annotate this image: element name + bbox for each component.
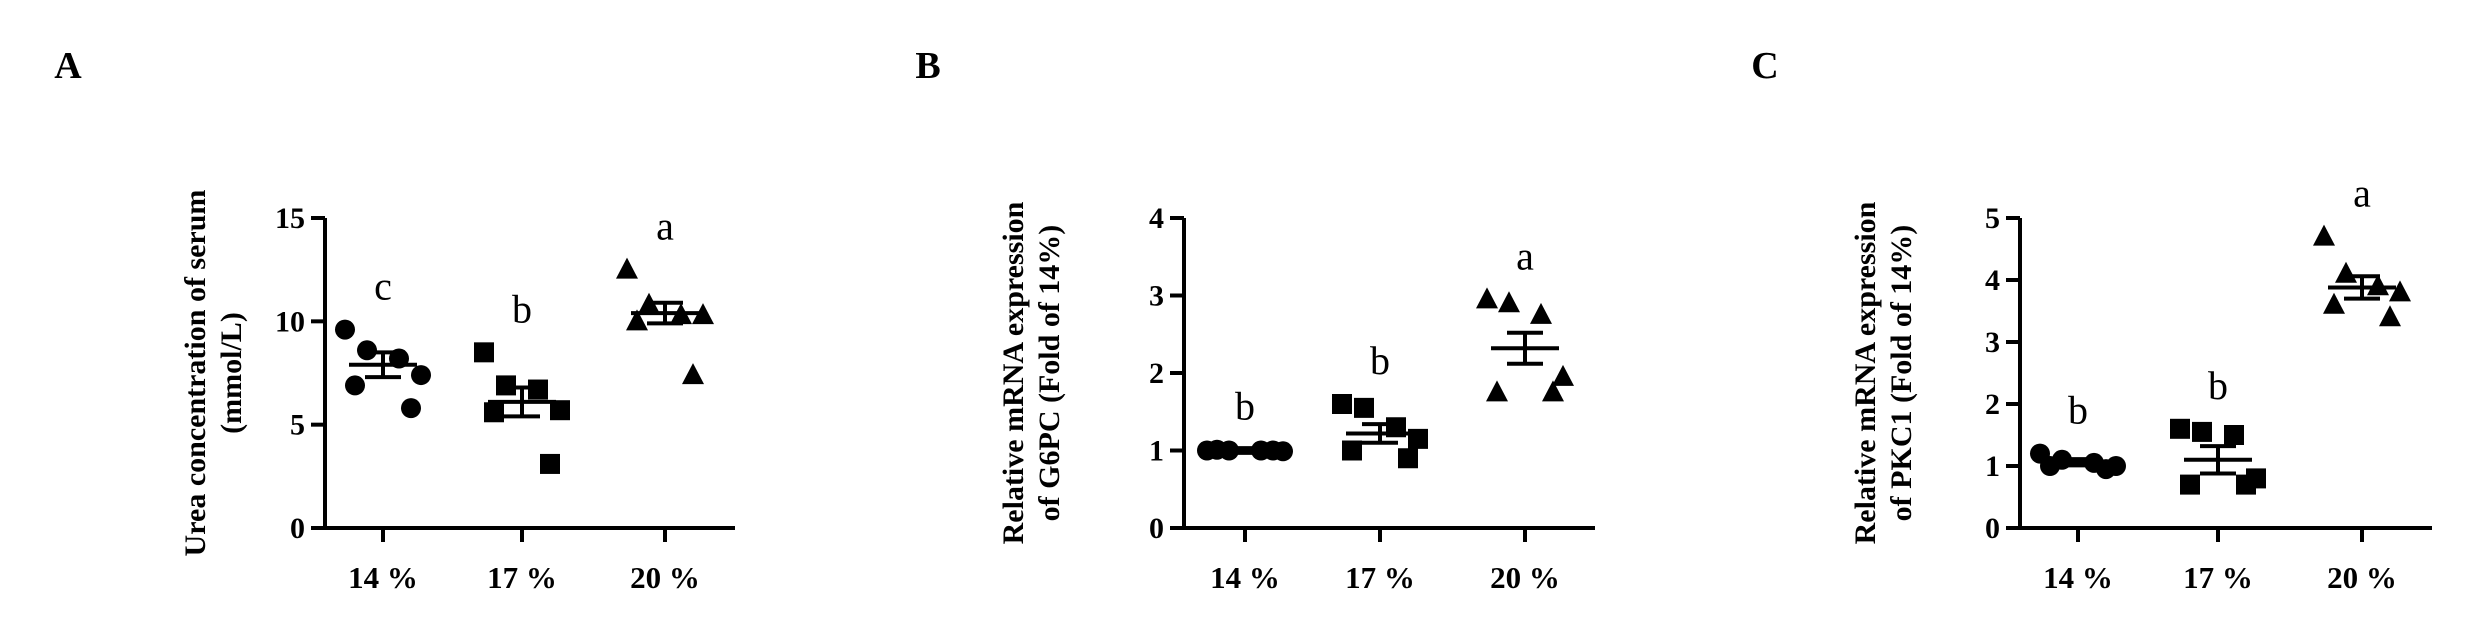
- data-point: [1332, 394, 1352, 414]
- data-point: [1530, 302, 1552, 324]
- data-point: [2040, 456, 2060, 476]
- panel-label: A: [54, 45, 82, 87]
- x-tick-label: 20 %: [2327, 560, 2397, 595]
- group-2: a: [2313, 171, 2411, 327]
- data-point: [626, 309, 648, 331]
- significance-letter: b: [1370, 338, 1390, 383]
- data-point: [474, 342, 494, 363]
- data-point: [2379, 305, 2401, 327]
- y-axis-title-line: Urea concentration of serum: [179, 190, 212, 557]
- y-axis-title-line: Relative mRNA expression: [997, 201, 1030, 544]
- data-point: [1476, 287, 1498, 309]
- significance-letter: a: [1516, 233, 1534, 278]
- group-1: b: [2170, 363, 2266, 495]
- data-point: [496, 375, 516, 396]
- group-0: b: [2030, 388, 2126, 480]
- y-tick-label: 10: [275, 305, 305, 338]
- data-point: [692, 303, 714, 325]
- data-point: [401, 398, 421, 419]
- y-tick-label: 3: [1985, 326, 2000, 359]
- data-point: [2236, 474, 2256, 495]
- significance-letter: b: [1235, 384, 1255, 429]
- panel-label: C: [1751, 45, 1778, 87]
- data-point: [2323, 292, 2345, 314]
- significance-letter: b: [512, 286, 532, 331]
- y-tick-label: 0: [290, 512, 305, 545]
- data-point: [484, 402, 504, 423]
- data-point: [2170, 418, 2190, 439]
- y-tick-label: 4: [1149, 202, 1164, 235]
- y-tick-label: 1: [1985, 450, 2000, 483]
- x-tick-label: 14 %: [2043, 560, 2113, 595]
- data-point: [550, 400, 570, 421]
- data-point: [1542, 380, 1564, 402]
- x-tick-label: 17 %: [1345, 560, 1415, 595]
- data-point: [1354, 397, 1374, 418]
- y-tick-label: 0: [1985, 512, 2000, 545]
- data-point: [2192, 421, 2212, 442]
- x-tick-label: 14 %: [1210, 560, 1280, 595]
- y-tick-label: 3: [1149, 280, 1164, 313]
- data-point: [2389, 280, 2411, 302]
- data-point: [682, 363, 704, 385]
- significance-letter: a: [2353, 171, 2371, 216]
- group-2: a: [1476, 233, 1574, 402]
- panel-c: C Relative mRNA expression of PKC1 (Fold o…: [1751, 45, 2432, 595]
- group-0: b: [1197, 384, 1293, 462]
- x-tick-label: 20 %: [1490, 560, 1560, 595]
- data-point: [357, 340, 377, 361]
- panel-b: B Relative mRNA expression of G6PC (Fold o…: [915, 45, 1595, 595]
- x-tick-label: 20 %: [630, 560, 700, 595]
- group-1: b: [474, 286, 570, 474]
- y-tick-label: 0: [1149, 512, 1164, 545]
- y-tick-label: 2: [1149, 357, 1164, 390]
- y-tick-label: 4: [1985, 264, 2000, 297]
- x-tick-label: 17 %: [2183, 560, 2253, 595]
- y-axis-title-line: (mmol/L): [215, 312, 248, 434]
- y-tick-label: 15: [275, 202, 305, 235]
- y-axis-title-line: Relative mRNA expression: [1849, 201, 1882, 544]
- significance-letter: b: [2068, 388, 2088, 433]
- y-tick-label: 1: [1149, 435, 1164, 468]
- significance-letter: c: [374, 264, 392, 309]
- data-point: [1552, 364, 1574, 386]
- group-2: a: [616, 204, 714, 385]
- group-1: b: [1332, 338, 1428, 469]
- data-point: [2335, 261, 2357, 283]
- y-tick-label: 2: [1985, 388, 2000, 421]
- data-point: [2180, 474, 2200, 495]
- data-point: [1486, 380, 1508, 402]
- data-point: [345, 375, 365, 396]
- data-point: [1342, 440, 1362, 461]
- panel-a: A Urea concentration of serum (mmol/L) 0 5 10…: [54, 45, 735, 595]
- data-point: [2367, 274, 2389, 296]
- panel-label: B: [915, 45, 940, 87]
- group-0: c: [335, 264, 431, 419]
- x-tick-label: 14 %: [348, 560, 418, 595]
- y-tick-label: 5: [1985, 202, 2000, 235]
- y-axis-title-line: of PKC1 (Fold of 14%): [1885, 225, 1918, 522]
- data-point: [335, 319, 355, 340]
- significance-letter: a: [656, 204, 674, 249]
- significance-letter: b: [2208, 363, 2228, 408]
- data-point: [2224, 425, 2244, 445]
- data-point: [411, 365, 431, 386]
- data-point: [2313, 224, 2335, 246]
- data-point: [540, 453, 560, 474]
- data-point: [528, 379, 548, 400]
- x-tick-label: 17 %: [487, 560, 557, 595]
- y-axis-title-line: of G6PC (Fold of 14%): [1033, 225, 1066, 522]
- y-tick-label: 5: [290, 409, 305, 442]
- data-point: [1398, 448, 1418, 469]
- data-point: [616, 257, 638, 279]
- data-point: [1498, 291, 1520, 313]
